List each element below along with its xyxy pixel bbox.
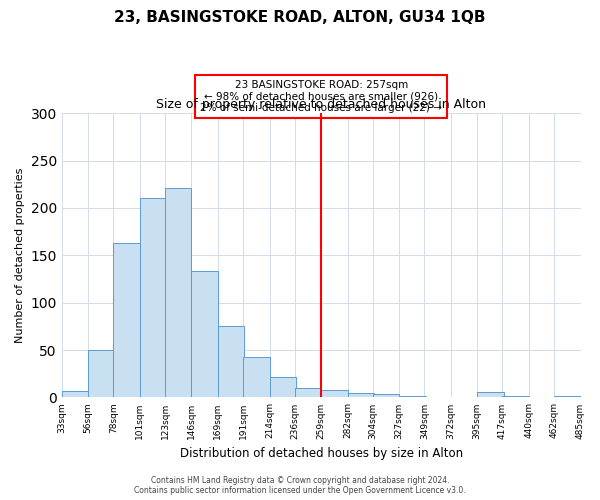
Text: 23, BASINGSTOKE ROAD, ALTON, GU34 1QB: 23, BASINGSTOKE ROAD, ALTON, GU34 1QB: [114, 10, 486, 25]
Bar: [165, 188, 191, 398]
Bar: [113, 243, 140, 398]
Bar: [243, 356, 269, 398]
Bar: [62, 391, 88, 398]
Bar: [321, 390, 347, 398]
Text: Contains HM Land Registry data © Crown copyright and database right 2024.
Contai: Contains HM Land Registry data © Crown c…: [134, 476, 466, 495]
Bar: [295, 388, 321, 398]
Bar: [218, 326, 244, 398]
Bar: [477, 392, 503, 398]
Text: 23 BASINGSTOKE ROAD: 257sqm
← 98% of detached houses are smaller (926)
2% of sem: 23 BASINGSTOKE ROAD: 257sqm ← 98% of det…: [200, 80, 442, 113]
Bar: [373, 394, 399, 398]
Y-axis label: Number of detached properties: Number of detached properties: [15, 168, 25, 343]
Bar: [269, 376, 296, 398]
Title: Size of property relative to detached houses in Alton: Size of property relative to detached ho…: [156, 98, 486, 110]
Bar: [347, 392, 374, 398]
Bar: [399, 396, 425, 398]
Bar: [554, 396, 581, 398]
Bar: [88, 350, 115, 398]
Bar: [191, 272, 218, 398]
X-axis label: Distribution of detached houses by size in Alton: Distribution of detached houses by size …: [179, 447, 463, 460]
Bar: [502, 396, 529, 398]
Bar: [140, 198, 166, 398]
